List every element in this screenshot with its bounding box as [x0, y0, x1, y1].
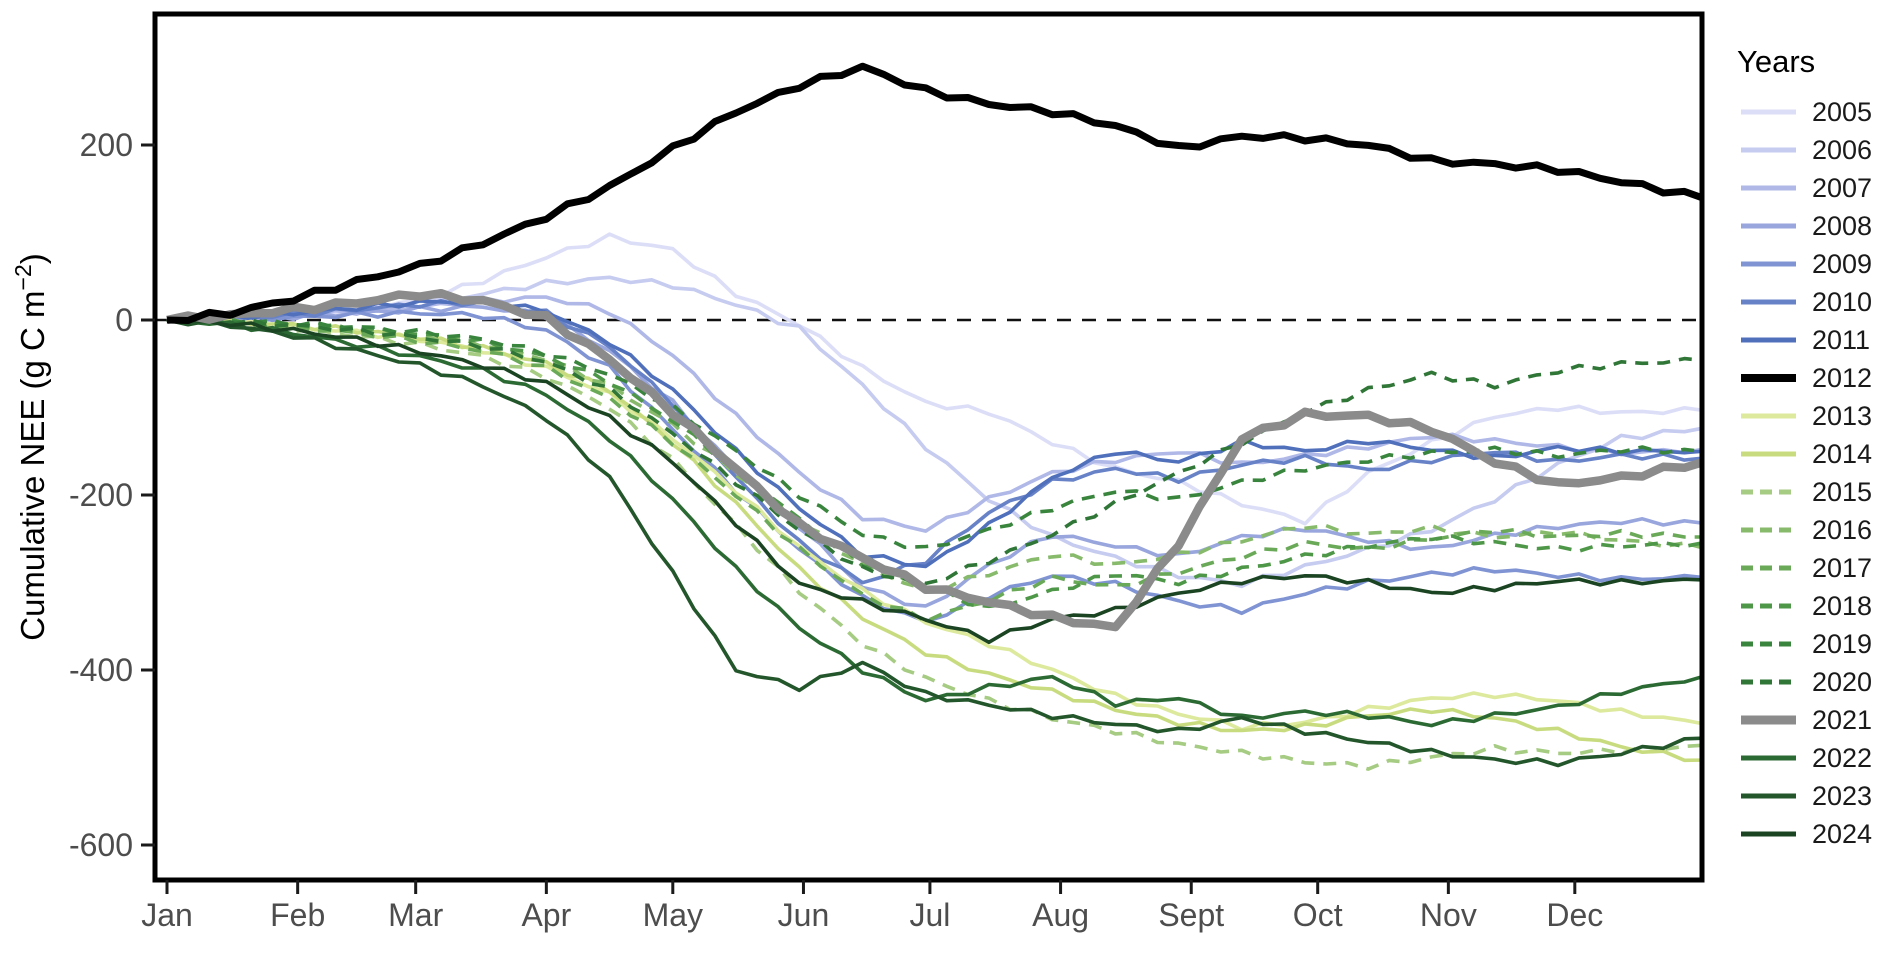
x-tick-label: Jul: [909, 897, 950, 933]
legend-label-2014: 2014: [1812, 439, 1872, 469]
y-tick-label: -600: [69, 827, 133, 863]
legend-label-2015: 2015: [1812, 477, 1872, 507]
series-line-2023: [166, 318, 1700, 768]
legend-label-2006: 2006: [1812, 135, 1872, 165]
legend: Years 2005 2006 2007 2008 2009 2010 2011 2012 201…: [1737, 44, 1872, 849]
series-line-2013: [166, 317, 1700, 732]
y-axis-title: Cumulative NEE (g C m−2): [10, 253, 51, 641]
y-tick-label: -200: [69, 477, 133, 513]
legend-label-2009: 2009: [1812, 249, 1872, 279]
x-tick-label: Apr: [521, 897, 571, 933]
series-line-2014: [166, 316, 1700, 763]
x-tick-label: Dec: [1546, 897, 1603, 933]
x-tick-label: Feb: [270, 897, 325, 933]
series-lines-layer: [166, 62, 1700, 771]
series-line-2021: [166, 288, 1700, 632]
series-line-2012: [166, 62, 1700, 324]
series-line-2024: [166, 318, 1700, 645]
x-tick-label: Aug: [1032, 897, 1089, 933]
y-tick-label: 0: [115, 302, 133, 338]
x-tick-label: Jan: [141, 897, 193, 933]
legend-label-2010: 2010: [1812, 287, 1872, 317]
legend-label-2005: 2005: [1812, 97, 1872, 127]
legend-label-2019: 2019: [1812, 629, 1872, 659]
y-tick-label: 200: [80, 127, 133, 163]
legend-label-2012: 2012: [1812, 363, 1872, 393]
x-tick-label: Jun: [778, 897, 830, 933]
series-line-2019: [166, 316, 1700, 550]
legend-label-2024: 2024: [1812, 819, 1872, 849]
x-tick-label: May: [643, 897, 703, 933]
legend-label-2007: 2007: [1812, 173, 1872, 203]
series-line-2017: [166, 316, 1700, 624]
series-line-2010: [166, 298, 1700, 585]
legend-label-2013: 2013: [1812, 401, 1872, 431]
legend-label-2016: 2016: [1812, 515, 1872, 545]
y-tick-label: -400: [69, 652, 133, 688]
legend-label-2023: 2023: [1812, 781, 1872, 811]
legend-label-2021: 2021: [1812, 705, 1872, 735]
legend-label-2008: 2008: [1812, 211, 1872, 241]
series-line-2020: [166, 317, 1700, 586]
legend-label-2020: 2020: [1812, 667, 1872, 697]
x-tick-label: Oct: [1293, 897, 1343, 933]
legend-title: Years: [1737, 44, 1815, 79]
legend-label-2011: 2011: [1812, 325, 1870, 355]
legend-label-2018: 2018: [1812, 591, 1872, 621]
series-line-2011: [166, 296, 1700, 569]
legend-label-2022: 2022: [1812, 743, 1872, 773]
x-tick-label: Mar: [388, 897, 443, 933]
x-tick-label: Sept: [1158, 897, 1224, 933]
x-tick-label: Nov: [1420, 897, 1477, 933]
legend-label-2017: 2017: [1812, 553, 1872, 583]
